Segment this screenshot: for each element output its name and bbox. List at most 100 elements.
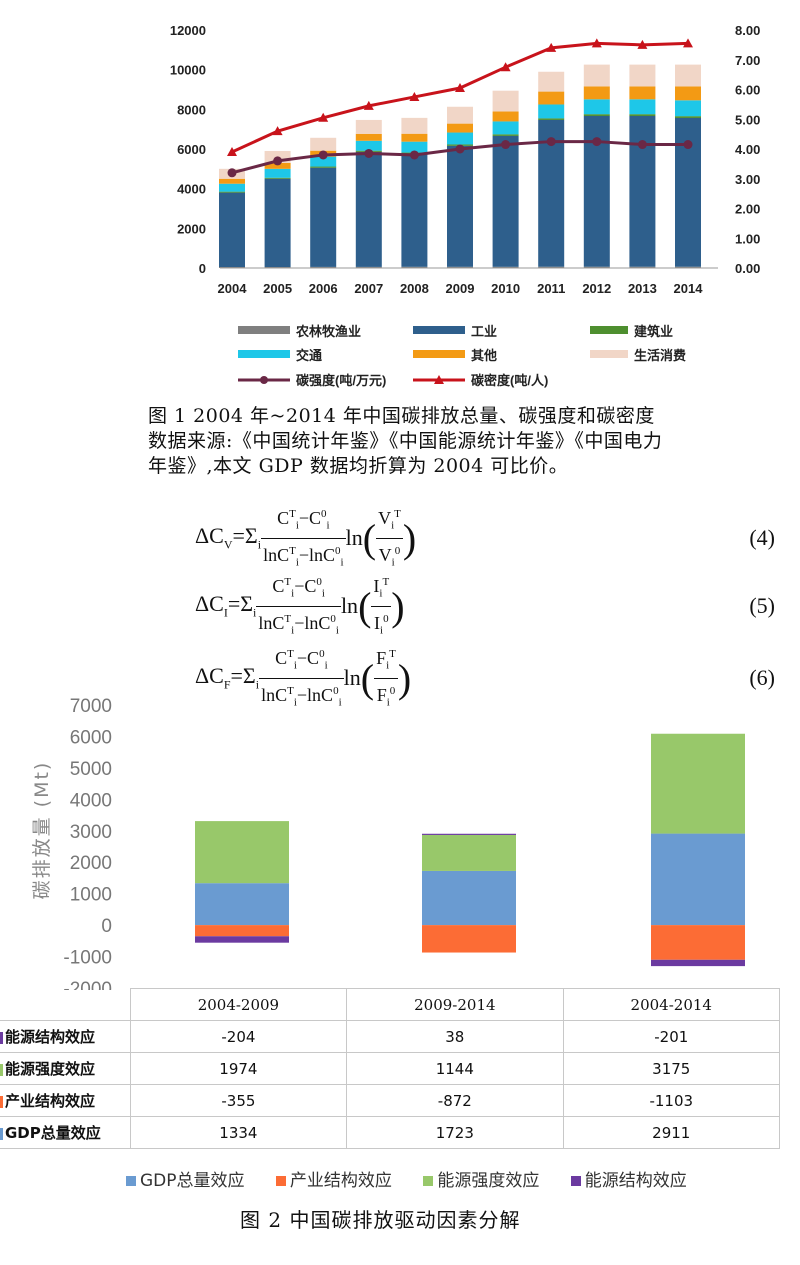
table-cell: 38	[346, 1020, 564, 1053]
legend-swatch-energy-structure	[570, 1176, 581, 1186]
f1-line-point	[500, 62, 511, 72]
f1-bar-segment	[583, 64, 610, 87]
f1-line-point	[227, 168, 237, 178]
equation-5-number: (5)	[749, 593, 775, 618]
table-corner	[0, 988, 131, 1021]
legend-swatch-construction	[590, 326, 628, 334]
f1-line-point	[592, 137, 602, 147]
f1-left-tick-label: 4000	[177, 182, 206, 197]
f1-right-tick-label: 6.00	[735, 83, 760, 98]
legend-label-other: 其他	[471, 348, 497, 363]
f2-bar-segment	[651, 833, 745, 926]
table-header-cell: 2004-2009	[129, 988, 348, 1021]
f1-bar-segment	[310, 166, 337, 168]
table-cell: -872	[346, 1084, 564, 1117]
f1-bar-segment	[264, 177, 291, 179]
equation-4: ΔCV=Σi CTi−C0i lnCTi−lnC0i ln( ViT Vi0 ) (…	[195, 505, 775, 571]
f1-bar-segment	[538, 104, 565, 119]
f1-left-tick-label: 6000	[177, 142, 206, 157]
f1-line-point	[364, 148, 374, 158]
table-row-label: 能源结构效应	[0, 1020, 131, 1053]
f2-bar-segment	[422, 925, 516, 953]
equation-4-number: (4)	[749, 525, 775, 550]
f1-bar-segment	[264, 168, 291, 178]
f1-x-tick-label: 2009	[446, 281, 475, 296]
f1-bar-segment	[583, 114, 610, 116]
f1-bar-segment	[629, 86, 656, 100]
f1-x-tick-label: 2012	[582, 281, 611, 296]
f1-bar-segment	[629, 114, 656, 116]
f1-line-point	[409, 91, 420, 101]
f2-bar-segment	[651, 925, 745, 960]
f1-bar-segment	[492, 266, 519, 268]
figure1-chart: 0 2000 4000 6000 8000 10000 12000 0.00 1.00 2.00…	[170, 23, 760, 388]
f1-right-tick-label: 3.00	[735, 172, 760, 187]
legend-swatch-transport	[238, 350, 290, 358]
f1-x-tick-label: 2006	[309, 281, 338, 296]
legend-label-energy-intensity: 能源强度效应	[437, 1171, 540, 1191]
legend-marker-intensity	[260, 376, 268, 384]
f1-bar-segment	[447, 132, 473, 145]
f2-y-tick-label: 2000	[70, 853, 112, 874]
f1-bar-segment	[447, 106, 473, 124]
table-row: GDP总量效应 1334 1723 2911	[0, 1116, 781, 1149]
f1-bar-segment	[310, 167, 337, 267]
f1-bar-segment	[538, 91, 565, 105]
table-cell: 2911	[562, 1116, 781, 1149]
f1-bar-segment	[629, 64, 656, 87]
legend-marker-density	[434, 375, 444, 384]
f1-right-tick-label: 7.00	[735, 53, 760, 68]
f1-line-point	[501, 140, 511, 150]
f1-bar-segment	[219, 183, 245, 192]
f1-right-tick-label: 5.00	[735, 112, 760, 127]
f1-line-point	[272, 126, 283, 136]
figure1-caption-line2: 数据来源:《中国统计年鉴》《中国能源统计年鉴》《中国电力	[148, 430, 663, 452]
f1-line-point	[591, 38, 602, 48]
table-row: 产业结构效应 -355 -872 -1103	[0, 1084, 781, 1117]
f2-y-tick-label: 3000	[70, 822, 112, 843]
f1-bar-segment	[401, 153, 428, 267]
f2-y-tick-label: -2000	[63, 979, 112, 990]
f1-left-tick-label: 12000	[170, 23, 206, 38]
equation-6-number: (6)	[749, 665, 775, 690]
figure1-legend: 农林牧渔业 工业 建筑业 交通 其他 生活消费 碳强度(吨/万元) 碳密度(吨/…	[238, 324, 686, 388]
f1-bar-segment	[492, 90, 519, 112]
f1-line-point	[637, 140, 647, 150]
equation-5: ΔCI=Σi CTi−C0i lnCTi−lnC0i ln( IiT Ii0 ) (…	[195, 573, 775, 639]
f1-x-tick-label: 2011	[537, 281, 565, 296]
f1-bar-segment	[401, 141, 428, 153]
f1-bar-segment	[538, 118, 565, 120]
equation-6: ΔCF=Σi CTi−C0i lnCTi−lnC0i ln( FiT Fi0 ) (…	[195, 645, 775, 711]
equation-block: ΔCV=Σi CTi−C0i lnCTi−lnC0i ln( ViT Vi0 ) (…	[195, 505, 775, 711]
f1-bar-segment	[264, 178, 291, 268]
f2-bar-segment	[195, 883, 289, 926]
f1-x-tick-label: 2008	[400, 281, 429, 296]
f2-bar-segment	[651, 959, 745, 967]
f2-y-tick-label: 4000	[70, 790, 112, 811]
f1-line-point	[683, 38, 693, 48]
f2-bar-segment	[651, 733, 745, 834]
table-cell: -1103	[562, 1084, 781, 1117]
f1-bar-segment	[355, 140, 382, 151]
f1-bar-segment	[675, 86, 701, 101]
legend-swatch-household	[590, 350, 628, 358]
f1-left-tick-label: 0	[199, 261, 206, 276]
f1-bar-segment	[219, 178, 245, 184]
f1-bar-segment	[447, 123, 473, 133]
f1-bar-segment	[219, 192, 245, 268]
legend-swatch-agriculture	[238, 326, 290, 334]
table-header-row: 2004-2009 2009-2014 2004-2014	[0, 988, 781, 1021]
table-cell: 1144	[346, 1052, 564, 1085]
legend-label-industry: 工业	[471, 324, 497, 339]
legend-label-gdp: GDP总量效应	[140, 1171, 245, 1191]
f1-right-tick-label: 1.00	[735, 231, 760, 246]
f2-y-tick-label: 6000	[70, 727, 112, 748]
figure2-data-table: 2004-2009 2009-2014 2004-2014 能源结构效应 -20…	[0, 988, 781, 1149]
f2-bar-segment	[422, 834, 516, 871]
f1-bar-segment	[492, 135, 519, 267]
f1-x-tick-label: 2013	[628, 281, 657, 296]
f1-bar-segment	[401, 133, 428, 142]
f1-bar-segment	[310, 156, 337, 167]
f1-bar-segment	[675, 64, 701, 87]
legend-label-transport: 交通	[296, 348, 322, 363]
